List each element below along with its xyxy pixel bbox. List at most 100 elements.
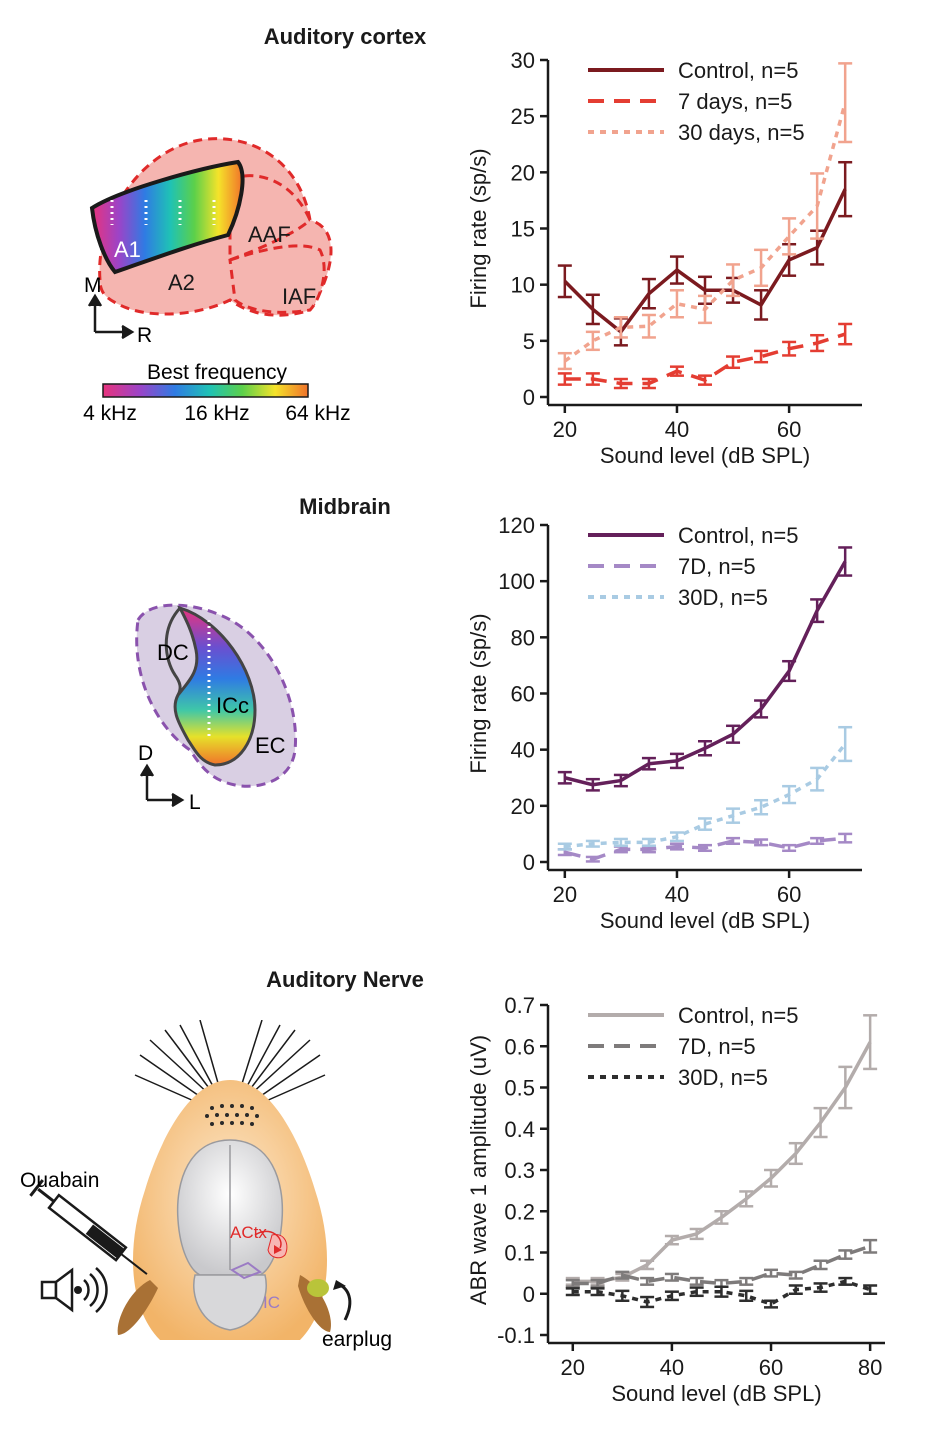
data-point-errorbar [838, 725, 853, 763]
data-point-errorbar [782, 843, 797, 853]
series-3 [557, 62, 853, 371]
cortex-panel-title: Auditory cortex [263, 24, 427, 49]
x-tick-label: 60 [759, 1355, 783, 1380]
data-point-errorbar [640, 1295, 655, 1309]
data-point-errorbar [813, 1106, 828, 1139]
data-point-errorbar [813, 1259, 828, 1271]
data-point-errorbar [754, 248, 769, 288]
y-tick-label: 0 [523, 385, 535, 410]
midbrain-diagram: DC ICc EC D L [135, 603, 298, 814]
left-ear [117, 1280, 158, 1335]
series-3 [557, 725, 853, 851]
data-point-errorbar [590, 1278, 605, 1288]
series-line [564, 742, 847, 849]
data-point-errorbar [585, 372, 600, 386]
syringe [29, 1179, 148, 1275]
data-point-errorbar [813, 1282, 828, 1293]
y-tick-label: 0 [523, 1282, 535, 1307]
data-point-errorbar [640, 1259, 655, 1271]
data-point-errorbar [726, 724, 741, 744]
data-point-errorbar [557, 351, 572, 371]
data-point-errorbar [689, 1276, 704, 1286]
data-point-errorbar [726, 807, 741, 824]
data-point-errorbar [669, 289, 684, 319]
y-tick-label: 0.2 [504, 1199, 535, 1224]
data-point-errorbar [739, 1190, 754, 1208]
data-point-errorbar [613, 837, 628, 847]
midbrain-panel-title: Midbrain [299, 494, 391, 519]
axis-r-label: R [137, 324, 152, 347]
y-tick-label: 30 [511, 48, 535, 73]
colorbar-tick-16khz: 16 kHz [184, 402, 249, 425]
axis-d-label: D [138, 742, 153, 765]
y-tick-label: 0.6 [504, 1034, 535, 1059]
data-point-errorbar [669, 842, 684, 851]
legend-label: Control, n=5 [678, 1003, 798, 1028]
data-point-errorbar [641, 313, 656, 339]
data-point-errorbar [698, 739, 712, 757]
data-point-errorbar [782, 784, 797, 805]
data-point-errorbar [810, 598, 825, 624]
y-tick-label: 0.7 [504, 993, 535, 1018]
data-point-errorbar [557, 842, 572, 851]
axis-l-label: L [189, 791, 201, 814]
data-point-errorbar [726, 355, 741, 370]
data-point-errorbar [698, 843, 712, 853]
x-tick-label: 20 [553, 417, 577, 442]
x-tick-label: 60 [777, 882, 801, 907]
data-point-errorbar [615, 1289, 630, 1303]
y-tick-label: 80 [511, 625, 535, 650]
data-point-errorbar [838, 322, 853, 346]
y-axis-label: ABR wave 1 amplitude (uV) [466, 1035, 491, 1305]
data-point-errorbar [754, 699, 769, 719]
y-tick-label: 100 [498, 569, 535, 594]
x-tick-label: 80 [858, 1355, 882, 1380]
data-point-errorbar [810, 333, 825, 353]
legend-label: Control, n=5 [678, 523, 798, 548]
a2-label: A2 [168, 270, 195, 295]
data-point-errorbar [585, 777, 600, 792]
series-3 [565, 1276, 878, 1309]
legend-label: Control, n=5 [678, 58, 798, 83]
data-point-errorbar [641, 377, 656, 390]
data-point-errorbar [863, 1238, 878, 1254]
data-point-errorbar [585, 293, 600, 326]
series-2 [557, 832, 853, 863]
legend-label: 7D, n=5 [678, 554, 756, 579]
ec-label: EC [255, 733, 286, 758]
data-point-errorbar [782, 217, 797, 256]
y-tick-label: 0 [523, 850, 535, 875]
data-point-errorbar [664, 1272, 679, 1282]
data-point-errorbar [669, 255, 684, 285]
y-tick-label: -0.1 [497, 1323, 535, 1348]
colorbar-tick-4khz: 4 kHz [83, 402, 137, 425]
data-point-errorbar [810, 766, 825, 792]
data-point-errorbar [788, 1270, 803, 1280]
data-point-errorbar [810, 836, 825, 845]
mouse-ouabain-diagram: ACtx IC Ouabain earplug [20, 1020, 392, 1351]
data-point-errorbar [754, 798, 769, 816]
series-1 [557, 160, 853, 347]
data-point-errorbar [641, 837, 656, 847]
data-point-errorbar [698, 374, 712, 386]
legend-label: 30D, n=5 [678, 1065, 768, 1090]
data-point-errorbar [689, 1286, 704, 1298]
data-point-errorbar [788, 1284, 803, 1295]
x-tick-label: 60 [777, 417, 801, 442]
ouabain-label: Ouabain [20, 1169, 99, 1192]
data-point-errorbar [641, 756, 656, 771]
icc-tonotopic-map [173, 605, 257, 767]
earplug [307, 1279, 329, 1297]
data-point-errorbar [863, 1284, 878, 1295]
data-point-errorbar [726, 263, 741, 298]
y-tick-label: 0.3 [504, 1158, 535, 1183]
frequency-colorbar [102, 383, 309, 398]
right-ear [298, 1275, 331, 1332]
series-2 [565, 1238, 878, 1288]
x-axis-label: Sound level (dB SPL) [611, 1381, 821, 1406]
data-point-errorbar [739, 1289, 754, 1303]
data-point-errorbar [565, 1278, 580, 1288]
speaker-icon [40, 1267, 108, 1313]
data-point-errorbar [838, 160, 853, 218]
data-point-errorbar [838, 1276, 853, 1286]
